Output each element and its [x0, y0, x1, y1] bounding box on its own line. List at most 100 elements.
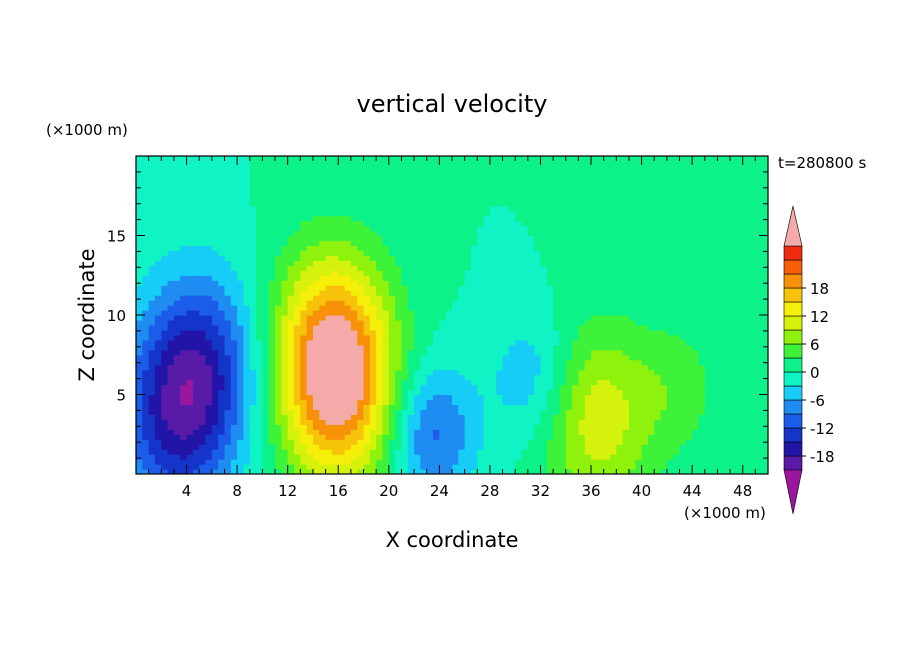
contour-cell [616, 245, 624, 252]
contour-cell [458, 454, 466, 460]
contour-cell [401, 175, 409, 182]
contour-cell [338, 230, 346, 237]
contour-cell [407, 469, 415, 474]
contour-cell [186, 165, 194, 172]
contour-cell [376, 235, 384, 242]
contour-cell [148, 230, 156, 237]
contour-cell [603, 379, 611, 386]
contour-cell [294, 315, 301, 321]
contour-cell [350, 454, 358, 460]
contour-cell [559, 344, 567, 351]
contour-cell [192, 175, 200, 182]
contour-cell [591, 310, 598, 316]
contour-cell [199, 240, 207, 247]
contour-cell [445, 225, 453, 232]
contour-cell [540, 389, 548, 396]
contour-cell [483, 384, 491, 391]
contour-cell [496, 165, 504, 172]
contour-cell [496, 215, 504, 222]
contour-cell [610, 354, 617, 361]
contour-cell [610, 245, 617, 252]
contour-cell [186, 245, 194, 252]
contour-cell [205, 449, 213, 455]
contour-cell [218, 210, 226, 217]
contour-cell [237, 414, 245, 420]
contour-cell [281, 230, 289, 237]
contour-cell [325, 444, 333, 450]
contour-cell [148, 156, 156, 162]
contour-cell [230, 250, 238, 256]
contour-cell [388, 310, 396, 316]
contour-cell [420, 454, 428, 460]
contour-cell [325, 449, 333, 455]
contour-cell [420, 429, 428, 435]
contour-cell [369, 180, 377, 187]
contour-cell [230, 240, 238, 247]
contour-cell [572, 235, 579, 242]
contour-cell [262, 454, 270, 460]
contour-cell [489, 265, 497, 271]
contour-cell [559, 439, 567, 445]
contour-cell [420, 449, 428, 455]
contour-cell [603, 389, 611, 396]
contour-cell [344, 454, 352, 460]
contour-cell [382, 180, 390, 187]
contour-cell [281, 225, 289, 232]
contour-cell [445, 215, 453, 222]
contour-cell [363, 434, 371, 440]
contour-cell [256, 354, 263, 361]
contour-cell [433, 334, 440, 341]
contour-cell [331, 354, 339, 361]
contour-cell [300, 156, 308, 162]
contour-cell [300, 250, 308, 256]
contour-cell [287, 300, 295, 306]
contour-cell [312, 394, 320, 401]
contour-cell [578, 315, 586, 321]
contour-cell [363, 399, 371, 406]
contour-cell [553, 349, 561, 356]
contour-cell [553, 449, 561, 455]
contour-cell [597, 324, 605, 331]
contour-cell [369, 429, 377, 435]
contour-cell [325, 235, 333, 242]
contour-cell [502, 220, 510, 227]
contour-cell [357, 369, 365, 376]
contour-cell [167, 165, 175, 172]
contour-cell [173, 374, 181, 381]
contour-cell [559, 200, 567, 207]
contour-cell [439, 424, 447, 430]
contour-cell [502, 255, 510, 261]
contour-cell [192, 270, 200, 276]
contour-cell [205, 454, 213, 460]
contour-cell [306, 359, 314, 366]
contour-cell [407, 464, 415, 470]
contour-cell [281, 454, 289, 460]
contour-cell [458, 374, 466, 381]
contour-cell [205, 329, 213, 336]
contour-cell [350, 175, 358, 182]
contour-cell [534, 245, 542, 252]
contour-cell [161, 190, 169, 197]
contour-cell [205, 389, 213, 396]
contour-cell [186, 250, 194, 256]
contour-cell [433, 344, 440, 351]
contour-cell [154, 444, 162, 450]
contour-cell [180, 374, 188, 381]
contour-cell [622, 469, 630, 474]
contour-cell [622, 364, 630, 371]
contour-cell [154, 260, 162, 266]
contour-cell [489, 344, 497, 351]
contour-cell [407, 190, 415, 197]
contour-cell [502, 319, 510, 326]
contour-cell [294, 434, 301, 440]
contour-cell [445, 290, 453, 296]
contour-cell [565, 389, 573, 396]
contour-cell [275, 210, 282, 217]
contour-cell [148, 300, 156, 306]
contour-cell [173, 364, 181, 371]
contour-cell [369, 464, 377, 470]
contour-cell [312, 305, 320, 311]
contour-cell [224, 369, 232, 376]
contour-cell [256, 210, 263, 217]
contour-cell [319, 235, 327, 242]
